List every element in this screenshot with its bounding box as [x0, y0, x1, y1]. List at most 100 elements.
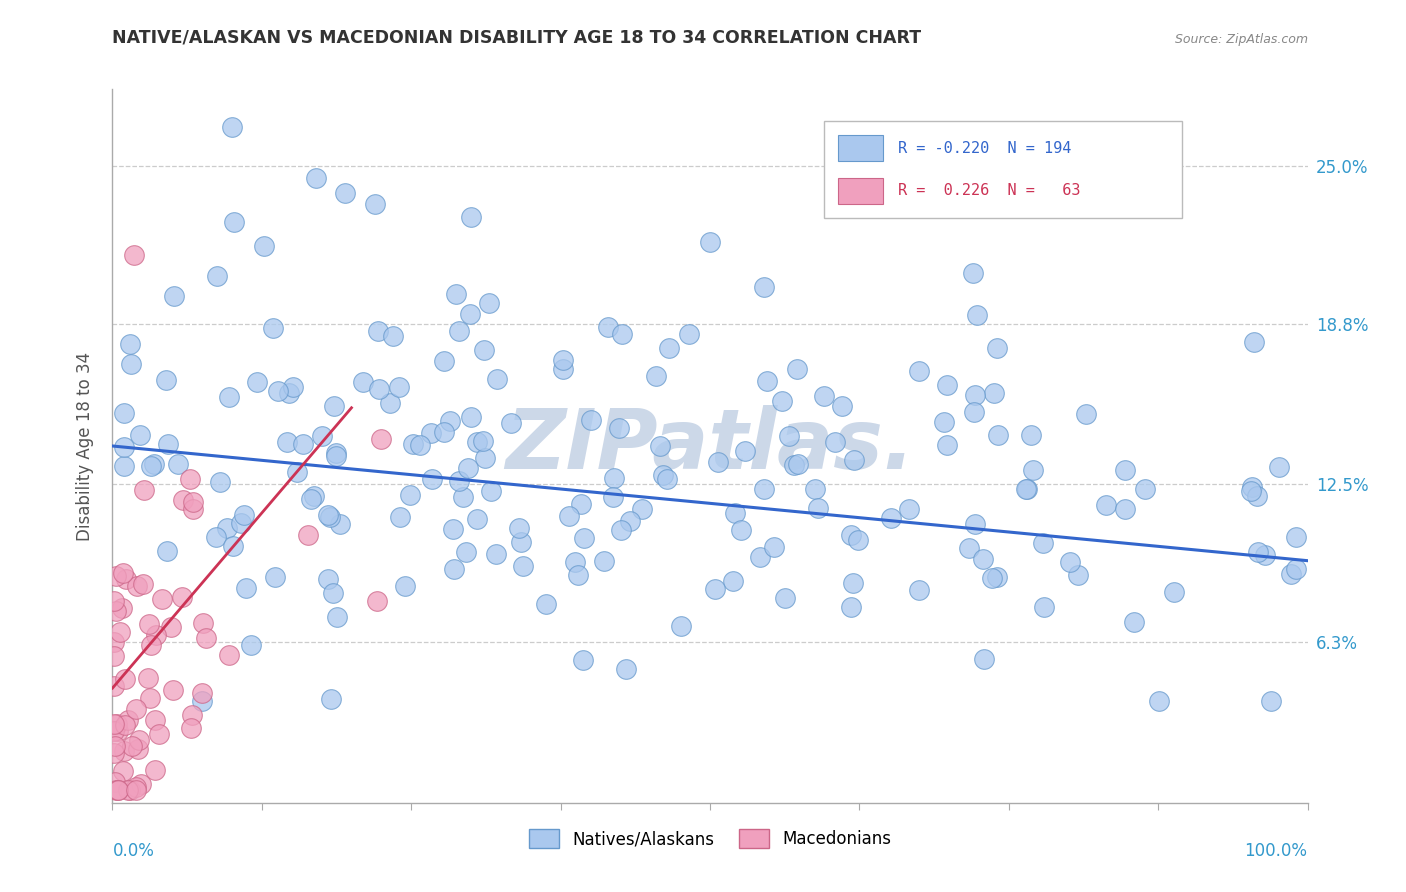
Point — [432, 354, 454, 368]
Point — [138, 671, 160, 685]
Point — [1246, 490, 1268, 504]
Point — [215, 521, 238, 535]
Point — [221, 120, 243, 135]
Point — [1240, 480, 1263, 494]
Point — [120, 357, 142, 371]
Point — [447, 324, 470, 338]
Point — [581, 413, 603, 427]
Point — [569, 497, 592, 511]
Point — [803, 482, 825, 496]
Point — [111, 566, 134, 580]
Point — [108, 624, 131, 639]
Point — [103, 717, 125, 731]
Point — [276, 434, 298, 449]
Point — [364, 197, 387, 211]
Point — [181, 708, 204, 723]
Text: NATIVE/ALASKAN VS MACEDONIAN DISABILITY AGE 18 TO 34 CORRELATION CHART: NATIVE/ALASKAN VS MACEDONIAN DISABILITY … — [112, 29, 921, 46]
Point — [103, 746, 125, 760]
Point — [1133, 482, 1156, 496]
Point — [572, 653, 595, 667]
Point — [963, 405, 986, 419]
Point — [105, 568, 128, 582]
Point — [441, 523, 464, 537]
Point — [1015, 482, 1038, 496]
Text: 0.0%: 0.0% — [112, 842, 155, 860]
Point — [333, 186, 356, 201]
Point — [114, 440, 135, 454]
Point — [1074, 408, 1097, 422]
Point — [191, 615, 214, 630]
Point — [574, 531, 596, 545]
Point — [366, 593, 388, 607]
Point — [180, 721, 202, 735]
Point — [114, 672, 136, 686]
Point — [191, 694, 214, 708]
Point — [125, 702, 148, 716]
Point — [1032, 536, 1054, 550]
Point — [181, 501, 204, 516]
Point — [155, 374, 177, 388]
Point — [292, 436, 315, 450]
Point — [267, 384, 290, 398]
Point — [239, 639, 262, 653]
Point — [409, 438, 432, 452]
Point — [367, 324, 389, 338]
Point — [367, 383, 389, 397]
Point — [388, 510, 411, 524]
Point — [752, 482, 775, 496]
Point — [609, 421, 631, 435]
Point — [1114, 501, 1136, 516]
Point — [191, 686, 214, 700]
Point — [458, 307, 481, 321]
Point — [218, 390, 240, 404]
Point — [839, 527, 862, 541]
Point — [433, 425, 456, 440]
Point — [125, 780, 148, 794]
Point — [655, 472, 678, 486]
Point — [195, 631, 218, 645]
Point — [671, 618, 693, 632]
Point — [129, 777, 152, 791]
Point — [1279, 567, 1302, 582]
Point — [936, 438, 959, 452]
Point — [648, 440, 671, 454]
Point — [419, 426, 441, 441]
Point — [844, 453, 866, 467]
Point — [465, 435, 488, 450]
Point — [755, 374, 778, 388]
Point — [114, 406, 135, 420]
Point — [748, 549, 770, 564]
Point — [322, 586, 344, 600]
Point — [148, 727, 170, 741]
Text: ZIPatlas.: ZIPatlas. — [505, 406, 915, 486]
Point — [957, 541, 980, 556]
Point — [598, 320, 620, 334]
Point — [107, 783, 129, 797]
Point — [122, 248, 145, 262]
Legend: Natives/Alaskans, Macedonians: Natives/Alaskans, Macedonians — [522, 822, 898, 855]
Point — [1260, 694, 1282, 708]
Point — [973, 652, 995, 666]
Point — [551, 361, 574, 376]
Point — [316, 508, 339, 523]
Point — [398, 488, 420, 502]
Point — [167, 457, 190, 471]
Point — [786, 362, 808, 376]
Point — [534, 597, 557, 611]
Point — [962, 266, 984, 280]
Point — [131, 577, 153, 591]
Point — [117, 713, 139, 727]
Point — [1268, 460, 1291, 475]
Point — [104, 783, 127, 797]
Point — [1285, 562, 1308, 576]
Point — [318, 572, 340, 586]
Point — [107, 724, 129, 739]
Text: R =  0.226  N =   63: R = 0.226 N = 63 — [897, 183, 1080, 198]
Point — [703, 582, 725, 596]
Point — [1032, 599, 1054, 614]
Point — [121, 739, 143, 753]
Point — [205, 530, 228, 544]
Point — [420, 472, 443, 486]
Point — [457, 461, 479, 475]
Point — [111, 764, 134, 778]
